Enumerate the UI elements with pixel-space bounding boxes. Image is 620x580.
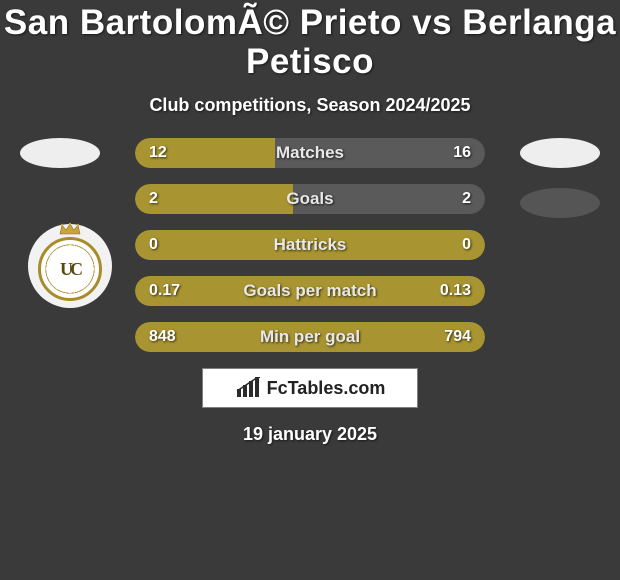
stat-row: Hattricks0 0 (135, 230, 485, 260)
date-text: 19 january 2025 (0, 424, 620, 445)
stat-label: Matches (135, 138, 485, 168)
bars-icon (235, 377, 261, 399)
stat-right-value: 16 (453, 138, 471, 168)
stat-left-value: 0.17 (149, 276, 180, 306)
brand-box: FcTables.com (202, 368, 418, 408)
page-subtitle: Club competitions, Season 2024/2025 (0, 95, 620, 116)
stat-left-value: 848 (149, 322, 176, 352)
stat-row: Min per goal848 794 (135, 322, 485, 352)
stat-label: Goals (135, 184, 485, 214)
stat-right-value: 2 (462, 184, 471, 214)
stat-right-value: 0 (462, 230, 471, 260)
stat-row: Matches12 16 (135, 138, 485, 168)
player-right-oval-icon (520, 138, 600, 168)
crown-icon (58, 222, 82, 236)
page-title: San BartolomÃ© Prieto vs Berlanga Petisc… (0, 4, 620, 81)
stat-row: Goals2 2 (135, 184, 485, 214)
stat-label: Hattricks (135, 230, 485, 260)
stat-row: Goals per match0.17 0.13 (135, 276, 485, 306)
stat-left-value: 2 (149, 184, 158, 214)
stat-right-value: 0.13 (440, 276, 471, 306)
club-right-oval-icon (520, 188, 600, 218)
stat-rows: Matches12 16 Goals2 2 Hattricks0 0 Goals per m… (135, 138, 485, 352)
player-left-oval-icon (20, 138, 100, 168)
club-monogram: UC (60, 259, 80, 280)
brand-text: FcTables.com (267, 378, 386, 399)
stat-label: Goals per match (135, 276, 485, 306)
comparison-area: UC Matches12 16 Goals2 2 Hattricks0 0 Goals pe… (0, 138, 620, 445)
stat-label: Min per goal (135, 322, 485, 352)
stat-left-value: 0 (149, 230, 158, 260)
stat-left-value: 12 (149, 138, 167, 168)
club-left-badge: UC (28, 224, 112, 308)
stat-right-value: 794 (444, 322, 471, 352)
